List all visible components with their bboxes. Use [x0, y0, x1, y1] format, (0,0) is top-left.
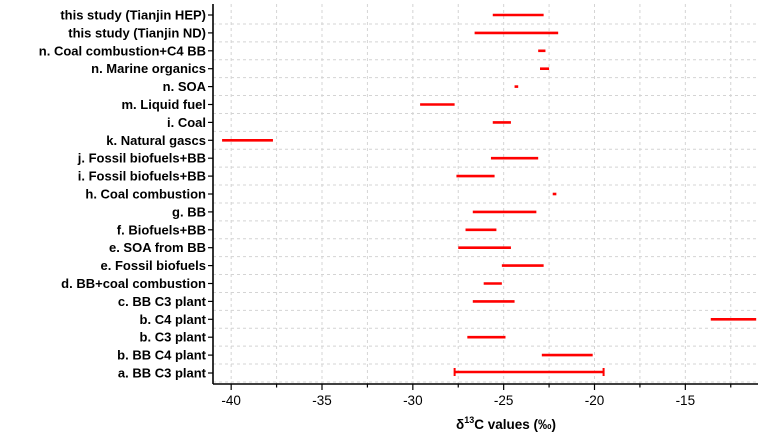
- x-tick-label: -30: [403, 393, 423, 408]
- category-label: g. BB: [172, 204, 206, 219]
- category-label: n. Coal combustion+C4 BB: [39, 43, 206, 58]
- category-label: n. SOA: [163, 79, 207, 94]
- category-label: k. Natural gascs: [106, 133, 206, 148]
- category-labels: this study (Tianjin HEP) this study (Tian…: [39, 8, 207, 381]
- x-tick-label: -20: [585, 393, 605, 408]
- range-bars: [222, 13, 757, 376]
- category-label: m. Liquid fuel: [122, 97, 207, 112]
- category-label: d. BB+coal combustion: [61, 276, 206, 291]
- x-tick-label: -15: [676, 393, 696, 408]
- category-label: b. C3 plant: [140, 330, 207, 345]
- category-label: e. SOA from BB: [109, 240, 206, 255]
- x-tick-label: -35: [312, 393, 332, 408]
- gridlines: [213, 4, 758, 384]
- axes: [208, 4, 758, 390]
- x-axis-title: δ13C values (‰): [456, 415, 556, 432]
- category-label: h. Coal combustion: [85, 187, 206, 202]
- category-label: n. Marine organics: [91, 61, 206, 76]
- category-label: b. BB C4 plant: [117, 348, 207, 363]
- category-label: c. BB C3 plant: [118, 294, 207, 309]
- category-label: i. Fossil biofuels+BB: [78, 169, 206, 184]
- category-label: e. Fossil biofuels: [101, 258, 206, 273]
- category-label: f. Biofuels+BB: [117, 222, 206, 237]
- category-label: i. Coal: [167, 115, 206, 130]
- category-label: j. Fossil biofuels+BB: [77, 151, 206, 166]
- category-label: b. C4 plant: [140, 312, 207, 327]
- x-tick-label: -25: [494, 393, 514, 408]
- category-label: this study (Tianjin ND): [68, 25, 206, 40]
- x-ticks: -40 -35 -30 -25 -20 -15: [221, 393, 695, 408]
- category-label: a. BB C3 plant: [118, 366, 207, 381]
- x-tick-label: -40: [221, 393, 241, 408]
- category-label: this study (Tianjin HEP): [60, 8, 206, 23]
